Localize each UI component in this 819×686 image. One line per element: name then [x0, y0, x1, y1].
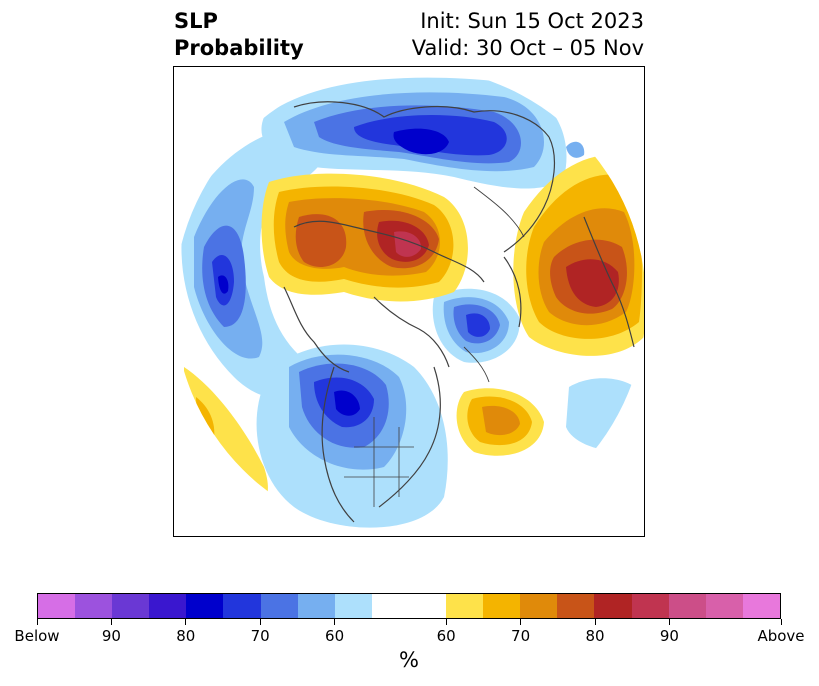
colorbar-tick-label: 70: [511, 627, 531, 645]
colorbar-tick: [259, 619, 261, 625]
colorbar-below-segment: [38, 594, 76, 618]
colorbar-unit-label: %: [399, 648, 419, 672]
title-right: Init: Sun 15 Oct 2023 Valid: 30 Oct – 05…: [412, 8, 644, 62]
probability-map: [174, 67, 644, 536]
colorbar-tick-label: 80: [176, 627, 196, 645]
colorbar-tick: [36, 619, 38, 625]
colorbar-tick: [334, 619, 336, 625]
colorbar-tick: [445, 619, 447, 625]
title-left: SLP Probability: [174, 8, 304, 62]
colorbar-tick-label: Above: [757, 627, 805, 645]
colorbar-tick: [520, 619, 522, 625]
colorbar-tick: [594, 619, 596, 625]
colorbar-tick-label: Below: [14, 627, 60, 645]
colorbar-tick-label: 90: [659, 627, 679, 645]
colorbar-tick: [185, 619, 187, 625]
colorbar-above-segment: [557, 594, 595, 618]
colorbar-above-segment: [483, 594, 521, 618]
colorbar-neutral-segment: [371, 594, 447, 618]
colorbar-tick: [110, 619, 112, 625]
colorbar-tick-label: 80: [585, 627, 605, 645]
map-hemisphere: [174, 67, 644, 536]
colorbar-below-segment: [112, 594, 150, 618]
colorbar-below-segment: [75, 594, 113, 618]
title-type: Probability: [174, 36, 304, 60]
below-normal-regions: [181, 77, 644, 528]
init-date: Init: Sun 15 Oct 2023: [420, 9, 644, 33]
colorbar-above-segment: [446, 594, 484, 618]
title-variable: SLP: [174, 9, 218, 33]
map-panel: [173, 66, 645, 537]
colorbar-below-segment: [297, 594, 335, 618]
colorbar-below-segment: [334, 594, 372, 618]
above-normal-regions: [184, 154, 644, 508]
colorbar-tick: [780, 619, 782, 625]
colorbar-tick-label: 60: [436, 627, 456, 645]
colorbar-below-segment: [186, 594, 224, 618]
colorbar-above-segment: [594, 594, 632, 618]
coastlines: [283, 101, 635, 523]
colorbar-tick: [668, 619, 670, 625]
valid-range: Valid: 30 Oct – 05 Nov: [411, 36, 644, 60]
colorbar-tick-label: 70: [250, 627, 270, 645]
colorbar-above-segment: [705, 594, 743, 618]
colorbar-above-segment: [742, 594, 780, 618]
colorbar-below-segment: [149, 594, 187, 618]
colorbar-tick-label: 60: [325, 627, 345, 645]
colorbar-above-segment: [631, 594, 669, 618]
colorbar-above-segment: [668, 594, 706, 618]
colorbar-above-segment: [520, 594, 558, 618]
colorbar-below-segment: [223, 594, 261, 618]
colorbar: [37, 593, 781, 619]
colorbar-below-segment: [260, 594, 298, 618]
colorbar-tick-label: 90: [101, 627, 121, 645]
